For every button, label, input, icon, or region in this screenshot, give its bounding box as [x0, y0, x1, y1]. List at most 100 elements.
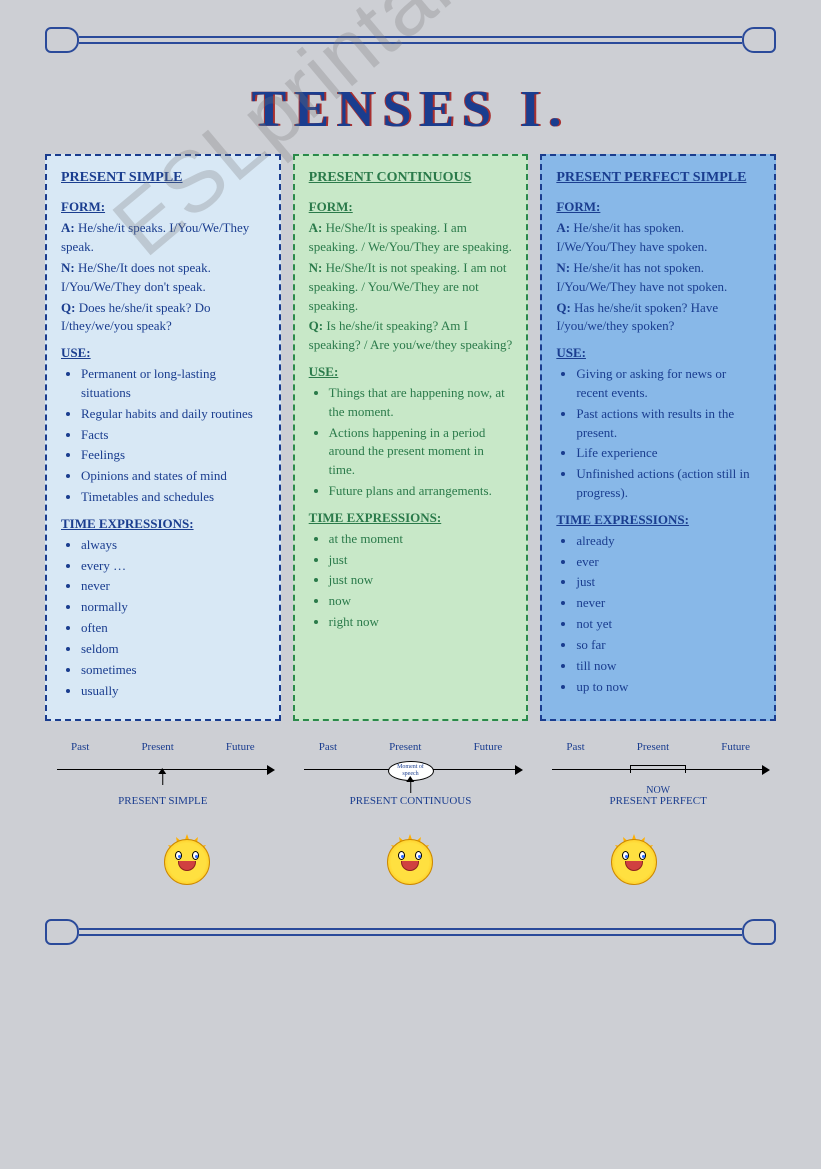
list-item: Future plans and arrangements.	[329, 482, 513, 501]
tl-line	[45, 759, 281, 789]
tl-line: NOW	[540, 759, 776, 789]
form-line: Q: Has he/she/it spoken? Have I/you/we/t…	[556, 299, 760, 337]
suns-row	[15, 827, 806, 897]
list-item: right now	[329, 613, 513, 632]
tl-label: Future	[226, 741, 255, 753]
list-item: every …	[81, 557, 265, 576]
column-3: PRESENT PERFECT SIMPLE FORM: A: He/she/it …	[540, 154, 776, 721]
bracket-icon	[630, 765, 687, 773]
page-title: TENSES I.	[15, 80, 806, 139]
top-banner	[45, 20, 776, 60]
list-item: always	[81, 536, 265, 555]
te-list: already everjust never not yet so far till no…	[556, 532, 760, 697]
list-item: already	[576, 532, 760, 551]
list-item: now	[329, 592, 513, 611]
tl-label: Present	[637, 741, 669, 753]
use-list: Permanent or long-lasting situations Regu…	[61, 365, 265, 507]
form-label: FORM:	[309, 198, 513, 217]
form-line: N: He/She/It is not speaking. I am not s…	[309, 259, 513, 316]
timeline-1: Past Present Future PRESENT SIMPLE	[45, 741, 281, 807]
column-1: PRESENT SIMPLE FORM: A: He/she/it speaks. …	[45, 154, 281, 721]
list-item: Past actions with results in the present…	[576, 405, 760, 443]
te-label: TIME EXPRESSIONS:	[556, 511, 760, 530]
use-label: USE:	[556, 344, 760, 363]
scroll-left-icon	[45, 919, 79, 945]
tl-label: Future	[474, 741, 503, 753]
col-heading: PRESENT CONTINUOUS	[309, 168, 513, 188]
list-item: never	[81, 577, 265, 596]
form-line: A: He/she/it has spoken. I/We/You/They h…	[556, 219, 760, 257]
list-item: Opinions and states of mind	[81, 467, 265, 486]
banner-line	[79, 928, 742, 936]
columns-container: PRESENT SIMPLE FORM: A: He/she/it speaks. …	[15, 154, 806, 721]
tl-label: Past	[319, 741, 337, 753]
use-list: Things that are happening now, at the mo…	[309, 384, 513, 501]
tl-label: Past	[566, 741, 584, 753]
form-line: Q: Does he/she/it speak? Do I/they/we/yo…	[61, 299, 265, 337]
list-item: so far	[576, 636, 760, 655]
list-item: just	[576, 573, 760, 592]
worksheet-page: ESLprintables.com TENSES I. PRESENT SIMP…	[15, 20, 806, 952]
list-item: Actions happening in a period around the…	[329, 424, 513, 481]
tl-label: Future	[721, 741, 750, 753]
tl-caption: PRESENT PERFECT	[540, 795, 776, 807]
list-item: not yet	[576, 615, 760, 634]
tl-label: Present	[141, 741, 173, 753]
list-item: Life experience	[576, 444, 760, 463]
list-item: often	[81, 619, 265, 638]
form-line: N: He/She/It does not speak. I/You/We/Th…	[61, 259, 265, 297]
form-line: A: He/she/it speaks. I/You/We/They speak…	[61, 219, 265, 257]
column-2: PRESENT CONTINUOUS FORM: A: He/She/It is s…	[293, 154, 529, 721]
form-label: FORM:	[556, 198, 760, 217]
tl-labels: Past Present Future	[293, 741, 529, 753]
list-item: ever	[576, 553, 760, 572]
form-label: FORM:	[61, 198, 265, 217]
list-item: Facts	[81, 426, 265, 445]
tl-line: Moment of speech	[293, 759, 529, 789]
te-list: always every …never normally often seldom som…	[61, 536, 265, 701]
list-item: Regular habits and daily routines	[81, 405, 265, 424]
list-item: seldom	[81, 640, 265, 659]
list-item: Unfinished actions (action still in prog…	[576, 465, 760, 503]
te-list: at the momentjustjust nownowright now	[309, 530, 513, 632]
list-item: Permanent or long-lasting situations	[81, 365, 265, 403]
title-text: TENSES I.	[252, 81, 570, 138]
col-heading: PRESENT PERFECT SIMPLE	[556, 168, 760, 188]
te-label: TIME EXPRESSIONS:	[61, 515, 265, 534]
sun-icon	[599, 827, 669, 897]
use-list: Giving or asking for news or recent even…	[556, 365, 760, 503]
col-heading: PRESENT SIMPLE	[61, 168, 265, 188]
use-label: USE:	[309, 363, 513, 382]
tl-label: Present	[389, 741, 421, 753]
list-item: Timetables and schedules	[81, 488, 265, 507]
now-label: NOW	[646, 785, 670, 796]
te-label: TIME EXPRESSIONS:	[309, 509, 513, 528]
list-item: never	[576, 594, 760, 613]
list-item: Giving or asking for news or recent even…	[576, 365, 760, 403]
scroll-right-icon	[742, 919, 776, 945]
list-item: normally	[81, 598, 265, 617]
sun-icon	[375, 827, 445, 897]
tl-labels: Past Present Future	[540, 741, 776, 753]
list-item: sometimes	[81, 661, 265, 680]
tl-label: Past	[71, 741, 89, 753]
list-item: Feelings	[81, 446, 265, 465]
use-label: USE:	[61, 344, 265, 363]
timelines-container: Past Present Future PRESENT SIMPLE Past Prese…	[15, 741, 806, 807]
arrow-up-icon	[410, 781, 412, 793]
scroll-right-icon	[742, 27, 776, 53]
form-line: N: He/she/it has not spoken. I/You/We/Th…	[556, 259, 760, 297]
bottom-banner	[45, 912, 776, 952]
list-item: till now	[576, 657, 760, 676]
list-item: just now	[329, 571, 513, 590]
timeline-3: PastPresentFutureNOWPRESENT PERFECT	[540, 741, 776, 807]
form-line: A: He/She/It is speaking. I am speaking.…	[309, 219, 513, 257]
arrow-up-icon	[162, 773, 164, 785]
tl-caption: PRESENT SIMPLE	[45, 795, 281, 807]
sun-icon	[152, 827, 222, 897]
form-line: Q: Is he/she/it speaking? Am I speaking?…	[309, 317, 513, 355]
tl-caption: PRESENT CONTINUOUS	[293, 795, 529, 807]
tl-labels: Past Present Future	[45, 741, 281, 753]
banner-line	[79, 36, 742, 44]
scroll-left-icon	[45, 27, 79, 53]
